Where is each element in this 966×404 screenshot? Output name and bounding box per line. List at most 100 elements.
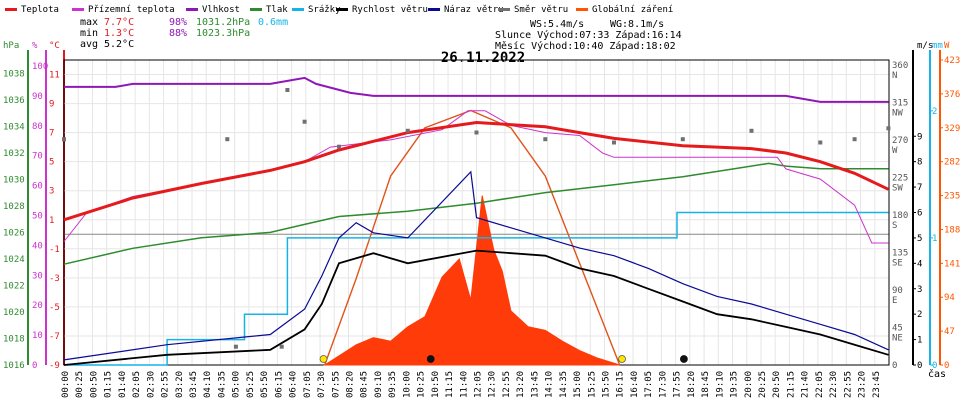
stat-label: min bbox=[80, 28, 98, 39]
legend-item: Vlhkost bbox=[186, 5, 240, 15]
rain-axis-tick-label: 1 bbox=[932, 234, 937, 244]
pressure-axis-tick-label: 1030 bbox=[3, 175, 25, 185]
series-rain bbox=[64, 211, 889, 366]
x-tick-label: 02:05 bbox=[132, 371, 142, 398]
x-tick-label: 12:05 bbox=[474, 371, 484, 398]
x-tick-label: 09:35 bbox=[388, 371, 398, 398]
radiation-axis-tick-label: 235 bbox=[944, 192, 960, 202]
humidity-axis-tick-label: 0 bbox=[32, 361, 37, 371]
legend-label: Teplota bbox=[21, 5, 59, 15]
direction-tick-label: NE bbox=[892, 334, 903, 344]
x-tick-label: 02:55 bbox=[161, 371, 171, 398]
direction-tick-label: SW bbox=[892, 184, 903, 194]
direction-tick-label: NW bbox=[892, 109, 903, 119]
wind-direction-point bbox=[233, 344, 238, 349]
x-tick-label: 18:20 bbox=[687, 371, 697, 398]
radiation-axis-tick-label: 188 bbox=[944, 225, 960, 235]
pressure-axis-tick-label: 1036 bbox=[3, 96, 25, 106]
direction-tick-label: 90 bbox=[892, 286, 903, 296]
wind-gust-stat: WG:8.1m/s bbox=[610, 19, 664, 30]
wind-axis-tick-label: 7 bbox=[917, 183, 922, 193]
x-tick-label: 16:40 bbox=[630, 371, 640, 398]
direction-tick-label: SE bbox=[892, 259, 903, 269]
radiation-axis-tick-label: 329 bbox=[944, 124, 960, 134]
x-tick-label: 03:20 bbox=[175, 371, 185, 398]
wind-axis-tick-label: 6 bbox=[917, 209, 922, 219]
wind-direction-point bbox=[62, 137, 66, 142]
x-axis-ticks: 00:00 00:25 00:50 01:15 01:40 02:05 02:30 02:55… bbox=[61, 371, 882, 398]
stat-label: max bbox=[80, 17, 98, 28]
wind-direction-point bbox=[680, 137, 685, 142]
stat-label: avg bbox=[80, 39, 98, 50]
pressure-axis-tick-label: 1024 bbox=[3, 255, 25, 265]
x-tick-label: 00:25 bbox=[75, 371, 85, 398]
moonrise-marker bbox=[426, 355, 435, 363]
humidity-axis-tick-label: 100 bbox=[32, 62, 48, 72]
humidity-axis-tick-label: 70 bbox=[32, 152, 43, 162]
wind-direction-point bbox=[225, 137, 230, 142]
wind-axis-tick-label: 9 bbox=[917, 132, 922, 142]
direction-tick-label: N bbox=[892, 71, 897, 81]
humidity-axis-tick-label: 10 bbox=[32, 331, 43, 341]
x-tick-label: 22:05 bbox=[815, 371, 825, 398]
legend-swatch bbox=[292, 8, 304, 11]
legend-item: Rychlost větru bbox=[336, 5, 428, 15]
x-tick-label: 17:05 bbox=[644, 371, 654, 398]
wind-direction-point bbox=[337, 144, 341, 149]
humidity-axis-tick-label: 30 bbox=[32, 271, 43, 281]
radiation-axis-tick-label: 423 bbox=[944, 56, 960, 66]
x-tick-label: 14:35 bbox=[559, 371, 569, 398]
temperature-axis-tick-label: 3 bbox=[49, 187, 54, 197]
x-tick-label: 07:30 bbox=[317, 371, 327, 398]
direction-tick-label: 135 bbox=[892, 249, 908, 259]
x-tick-label: 12:55 bbox=[502, 371, 512, 398]
wind-axis: m/s 9 8 7 6 5 4 3 2 1 0 bbox=[912, 41, 933, 371]
pressure-axis-tick-label: 1022 bbox=[3, 281, 25, 291]
x-tick-label: 06:15 bbox=[274, 371, 284, 398]
series-temperature bbox=[63, 120, 890, 222]
legend-swatch bbox=[250, 8, 262, 11]
legend-swatch bbox=[498, 8, 510, 11]
stat-humidity: 98% bbox=[169, 17, 187, 28]
wind-direction-point bbox=[285, 88, 290, 92]
x-tick-label: 12:30 bbox=[488, 371, 498, 398]
humidity-axis-tick-label: 40 bbox=[32, 241, 43, 251]
legend-label: Rychlost větru bbox=[352, 5, 428, 15]
direction-tick-label: 270 bbox=[892, 136, 908, 146]
humidity-axis-tick-label: 50 bbox=[32, 211, 43, 221]
legend-label: Směr větru bbox=[514, 5, 568, 15]
legend-label: Přízemní teplota bbox=[88, 5, 175, 15]
x-tick-label: 23:20 bbox=[858, 371, 868, 398]
radiation-axis: W 423 376 329 282 235 188 141 94 47 0 bbox=[939, 41, 960, 371]
legend-swatch bbox=[72, 8, 84, 11]
humidity-axis-unit: % bbox=[32, 41, 38, 51]
legend-label: Náraz větru bbox=[444, 5, 504, 15]
moonset-marker bbox=[680, 355, 688, 363]
sunset-marker bbox=[618, 355, 626, 363]
x-tick-label: 20:50 bbox=[772, 371, 782, 398]
temperature-axis-tick-label: 5 bbox=[49, 158, 54, 168]
pressure-axis-tick-label: 1028 bbox=[3, 202, 25, 212]
temperature-axis-tick-label: 7 bbox=[49, 129, 54, 139]
wind-speed-stat: WS:5.4m/s bbox=[530, 19, 584, 30]
x-tick-label: 09:10 bbox=[374, 371, 384, 398]
series-radiation bbox=[322, 195, 620, 366]
sunrise-marker bbox=[319, 355, 328, 363]
wind-direction-point bbox=[405, 128, 410, 133]
x-tick-label: 01:40 bbox=[118, 371, 128, 398]
legend-label: Tlak bbox=[266, 5, 288, 15]
direction-tick-label: 315 bbox=[892, 99, 908, 109]
stats-block: WS:5.4m/s WG:8.1m/s Slunce Východ:07:33 … bbox=[80, 17, 682, 52]
temperature-axis-tick-label: 11 bbox=[49, 71, 60, 81]
humidity-axis-tick-label: 60 bbox=[32, 182, 43, 192]
temperature-axis-tick-label: -9 bbox=[49, 361, 60, 371]
wind-direction-point bbox=[612, 140, 616, 145]
stat-pressure: 1023.3hPa bbox=[196, 28, 250, 39]
x-tick-label: 20:25 bbox=[758, 371, 768, 398]
series-wind-gust bbox=[63, 170, 889, 361]
radiation-axis-tick-label: 376 bbox=[944, 90, 960, 100]
legend: Teplota Přízemní teplota Vlhkost Tlak Srážky… bbox=[5, 5, 673, 15]
radiation-axis-unit: W bbox=[944, 41, 950, 51]
